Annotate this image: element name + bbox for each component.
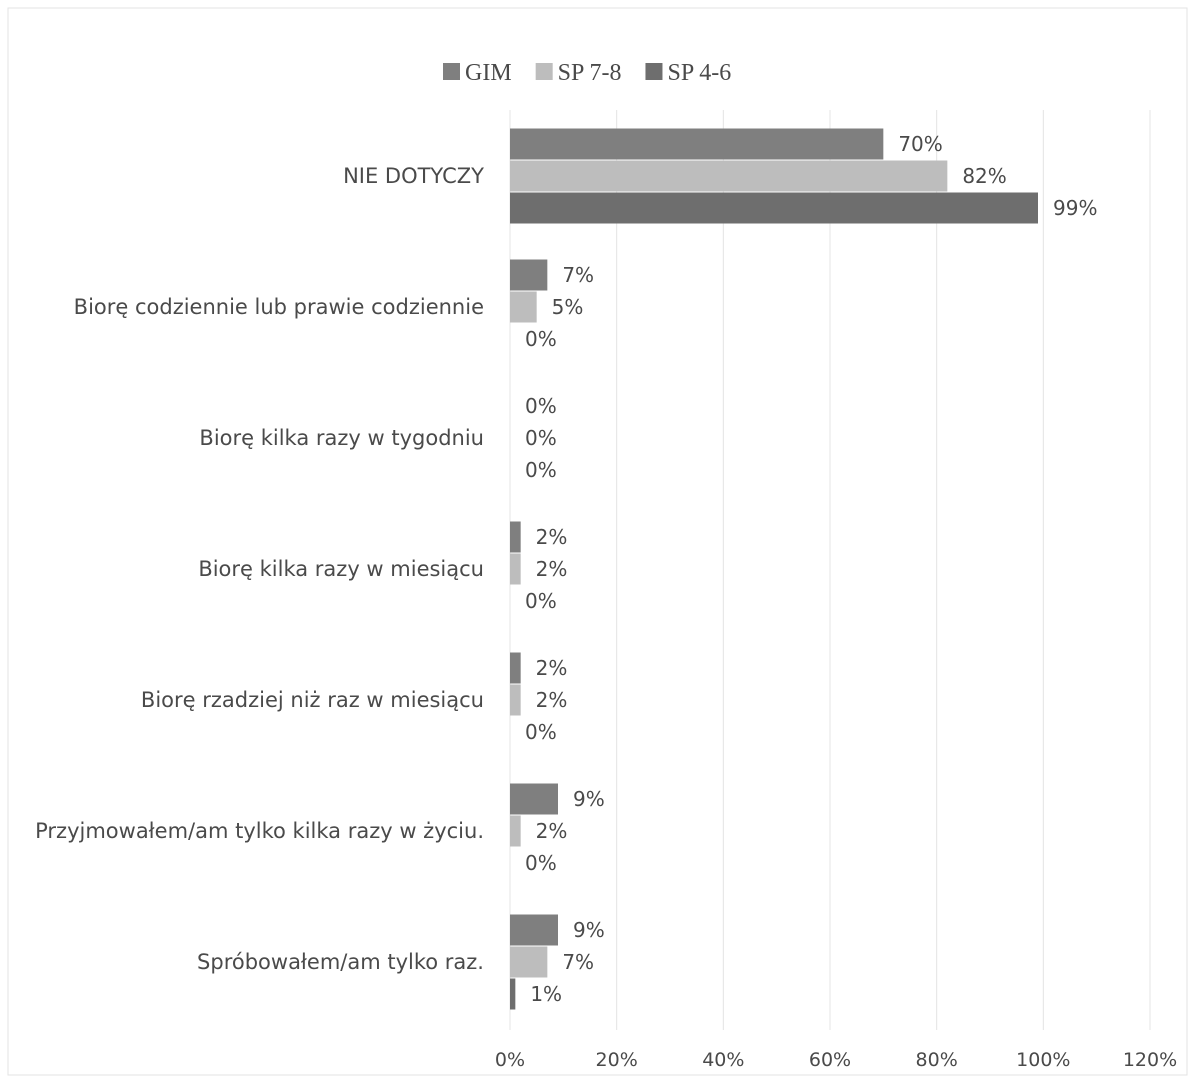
bar <box>510 128 884 160</box>
data-label: 7% <box>562 263 594 287</box>
category-label: NIE DOTYCZY <box>343 164 484 188</box>
bar <box>510 291 537 323</box>
bar <box>510 259 548 291</box>
data-label: 2% <box>536 819 568 843</box>
data-label: 9% <box>573 918 605 942</box>
x-tick-label: 120% <box>1123 1049 1177 1071</box>
category-label: Biorę rzadziej niż raz w miesiącu <box>141 688 484 712</box>
bar <box>510 946 548 978</box>
legend-label: SP 7-8 <box>558 60 622 86</box>
data-label: 2% <box>536 656 568 680</box>
data-label: 9% <box>573 787 605 811</box>
data-labels: 70%82%99%7%5%0%0%0%0%2%2%0%2%2%0%9%2%0%9… <box>525 132 1097 1006</box>
x-axis-ticks: 0% 20% 40% 60% 80% 100% 120% <box>495 1049 1177 1071</box>
bar <box>510 521 521 553</box>
data-label: 0% <box>525 426 557 450</box>
x-tick-label: 80% <box>916 1049 958 1071</box>
data-label: 7% <box>562 950 594 974</box>
bar <box>510 684 521 716</box>
data-label: 2% <box>536 557 568 581</box>
data-label: 0% <box>525 458 557 482</box>
data-label: 1% <box>530 982 562 1006</box>
category-label: Biorę kilka razy w miesiącu <box>198 557 484 581</box>
data-label: 0% <box>525 394 557 418</box>
data-label: 0% <box>525 851 557 875</box>
data-label: 2% <box>536 688 568 712</box>
category-label: Biorę codziennie lub prawie codziennie <box>74 295 484 319</box>
category-labels: NIE DOTYCZY Biorę codziennie lub prawie c… <box>35 164 484 974</box>
chart-frame <box>7 7 1188 1076</box>
legend-label: SP 4-6 <box>667 60 731 86</box>
category-label: Spróbowałem/am tylko raz. <box>197 950 484 974</box>
bar <box>510 815 521 847</box>
x-tick-label: 100% <box>1016 1049 1070 1071</box>
data-label: 70% <box>898 132 942 156</box>
bar <box>510 652 521 684</box>
data-label: 2% <box>536 525 568 549</box>
legend-swatch <box>535 63 553 80</box>
bars <box>510 128 1038 1010</box>
legend: GIM SP 7-8 SP 4-6 <box>443 60 731 86</box>
x-tick-label: 40% <box>702 1049 744 1071</box>
x-tick-label: 60% <box>809 1049 851 1071</box>
data-label: 0% <box>525 589 557 613</box>
legend-swatch <box>443 63 460 80</box>
data-label: 0% <box>525 720 557 744</box>
bar <box>510 160 948 192</box>
data-label: 0% <box>525 327 557 351</box>
x-tick-label: 20% <box>596 1049 638 1071</box>
data-label: 82% <box>962 164 1006 188</box>
bar <box>510 914 558 946</box>
category-label: Przyjmowałem/am tylko kilka razy w życiu… <box>35 819 484 843</box>
bar <box>510 192 1038 224</box>
data-label: 99% <box>1053 196 1097 220</box>
legend-swatch <box>645 63 663 80</box>
bar <box>510 783 558 815</box>
x-tick-label: 0% <box>495 1049 525 1071</box>
grid-lines <box>509 110 1151 1030</box>
data-label: 5% <box>552 295 584 319</box>
legend-label: GIM <box>465 60 512 86</box>
bar <box>510 553 521 585</box>
bar <box>510 978 516 1010</box>
category-label: Biorę kilka razy w tygodniu <box>199 426 484 450</box>
